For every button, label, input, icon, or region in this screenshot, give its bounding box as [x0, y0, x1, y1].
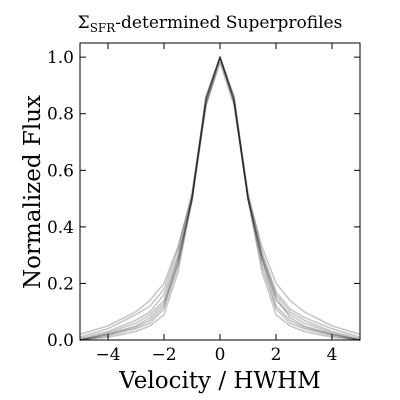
superprofile-line-6: [79, 56, 361, 341]
y-tick-label-0: 0.0: [47, 331, 74, 351]
superprofile-line-8: [79, 56, 361, 341]
superprofile-line-3: [79, 56, 361, 341]
ticks-layer: −4 −2 0 2 4 0.0 0.2 0.4 0.6 0.8 1.0: [47, 43, 360, 365]
superprofile-line-4: [79, 56, 361, 341]
chart-title-rest: -determined Superprofiles: [115, 13, 342, 33]
y-tick-label-3: 0.6: [47, 161, 74, 181]
y-tick-label-4: 0.8: [47, 105, 74, 125]
superprofile-line-5: [79, 59, 361, 341]
x-tick-label-1: −2: [151, 345, 176, 365]
chart-title-sigma: Σ: [78, 13, 90, 33]
x-tick-label-2: 0: [215, 345, 226, 365]
superprofile-line-2: [79, 56, 361, 340]
chart-title-subscript: SFR: [90, 21, 117, 35]
x-axis-title: Velocity / HWHM: [118, 368, 320, 394]
superprofile-line-1: [79, 56, 361, 341]
x-tick-label-4: 4: [327, 345, 338, 365]
y-tick-label-5: 1.0: [47, 48, 74, 68]
x-tick-label-3: 2: [271, 345, 282, 365]
series-layer: [79, 56, 361, 341]
x-tick-label-0: −4: [95, 345, 120, 365]
superprofile-line-7: [79, 61, 361, 336]
plot-area-frame: [79, 42, 361, 341]
y-axis-title: Normalized Flux: [20, 95, 46, 289]
chart-title: ΣSFR-determined Superprofiles: [78, 13, 343, 35]
y-tick-label-2: 0.4: [47, 218, 74, 238]
y-tick-label-1: 0.2: [47, 274, 74, 294]
